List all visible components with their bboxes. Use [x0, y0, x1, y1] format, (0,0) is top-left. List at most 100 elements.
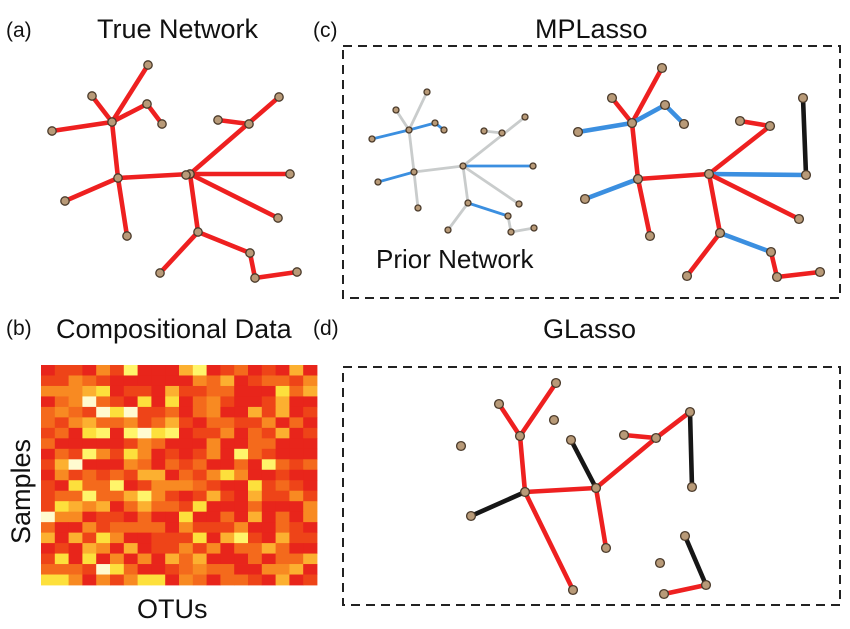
heatmap-cell — [275, 511, 290, 523]
heatmap-cell — [261, 427, 276, 439]
glasso-network-node — [548, 414, 560, 426]
mplasso-network-edge-blue — [629, 102, 668, 126]
heatmap-cell — [137, 480, 152, 492]
prior-network-edge-blue — [407, 121, 437, 132]
panel-title-d: GLasso — [543, 314, 637, 344]
heatmap-cell — [192, 522, 207, 534]
heatmap-cell — [179, 417, 194, 429]
heatmap-cell — [68, 385, 83, 397]
heatmap-cell — [275, 459, 290, 471]
heatmap-cell — [289, 532, 304, 544]
heatmap-cell — [220, 490, 235, 502]
heatmap-cell — [54, 490, 69, 502]
heatmap-cell — [123, 543, 138, 554]
prior-network-node — [507, 228, 515, 236]
heatmap-cell — [206, 396, 221, 408]
mplasso-network-node — [656, 62, 668, 74]
heatmap-cell — [137, 469, 152, 481]
heatmap-cell — [54, 375, 69, 387]
heatmap-cell — [41, 574, 56, 586]
heatmap-cell — [137, 375, 152, 387]
heatmap-cell — [96, 459, 111, 471]
heatmap-cell — [179, 532, 194, 544]
heatmap-cell — [206, 417, 221, 429]
heatmap-cell — [234, 501, 249, 513]
glasso-network-node — [493, 398, 505, 410]
heatmap-cell — [303, 448, 318, 460]
heatmap-cell — [137, 532, 152, 544]
heatmap-cell — [41, 480, 56, 492]
heatmap-cell — [54, 532, 69, 544]
panel-letter-a: (a) — [6, 19, 32, 42]
mplasso-frame — [342, 45, 841, 299]
heatmap-cell — [54, 574, 69, 586]
heatmap-cell — [68, 438, 83, 450]
panel-title-a: True Network — [97, 14, 259, 44]
mplasso-network-edge-red — [774, 269, 823, 280]
heatmap-cell — [151, 396, 166, 408]
heatmap-cell — [192, 532, 207, 544]
true-network-node — [142, 99, 152, 109]
heatmap-cell — [289, 438, 304, 450]
heatmap-cell — [165, 564, 180, 575]
heatmap-cell — [54, 448, 69, 460]
heatmap-cell — [261, 448, 276, 460]
heatmap-cell — [303, 574, 318, 586]
heatmap-cell — [275, 385, 290, 397]
mplasso-network-edge-red — [706, 123, 773, 177]
heatmap-cell — [179, 511, 194, 523]
mplasso-network-node — [734, 115, 746, 127]
heatmap-cell — [165, 417, 180, 429]
heatmap-cell — [165, 385, 180, 397]
prior-network-node — [521, 113, 529, 121]
heatmap-cell — [192, 543, 207, 554]
prior-network-node — [504, 212, 512, 220]
heatmap-cell — [179, 543, 194, 554]
heatmap-cell — [234, 480, 249, 492]
heatmap-cell — [206, 385, 221, 397]
heatmap-cell — [234, 385, 249, 397]
heatmap-cell — [110, 501, 125, 513]
heatmap-cell — [68, 511, 83, 523]
heatmap-cell — [82, 501, 97, 513]
heatmap-cell — [110, 490, 125, 502]
heatmap-cell — [220, 385, 235, 397]
heatmap-cell — [165, 574, 180, 586]
mplasso-network-edge-red — [737, 118, 773, 129]
heatmap-cell — [68, 490, 83, 502]
heatmap-cell — [234, 365, 249, 376]
mplasso-network-node — [703, 168, 715, 180]
heatmap-cell — [151, 511, 166, 523]
heatmap-cell — [248, 396, 263, 408]
heatmap-cell — [41, 511, 56, 523]
true-network-node — [273, 213, 283, 223]
heatmap-cell — [261, 501, 276, 513]
true-network-edge-red — [62, 175, 121, 204]
heatmap-cell — [96, 396, 111, 408]
prior-network-node — [530, 224, 538, 232]
heatmap-cell — [54, 438, 69, 450]
heatmap-cell — [151, 406, 166, 418]
heatmap-cell — [41, 417, 56, 429]
true-network-node — [143, 60, 153, 70]
prior-network-edge-gray — [461, 164, 521, 206]
heatmap-cell — [68, 427, 83, 439]
heatmap-cell — [303, 385, 318, 397]
heatmap-cell — [68, 543, 83, 554]
heatmap-cell — [123, 574, 138, 586]
heatmap-cell — [137, 553, 152, 565]
heatmap-cell — [206, 490, 221, 502]
heatmap-cell — [192, 375, 207, 387]
true-network-edge-red — [109, 101, 150, 125]
heatmap-cell — [179, 574, 194, 586]
prior-network-node — [414, 204, 422, 212]
heatmap-cell — [137, 543, 152, 554]
heatmap-cell — [261, 532, 276, 544]
heatmap-cell — [261, 406, 276, 418]
heatmap-cell — [54, 511, 69, 523]
heatmap-cell — [96, 365, 111, 376]
heatmap-cell — [220, 469, 235, 481]
glasso-network-edge-red — [522, 485, 599, 495]
heatmap-cell — [234, 543, 249, 554]
